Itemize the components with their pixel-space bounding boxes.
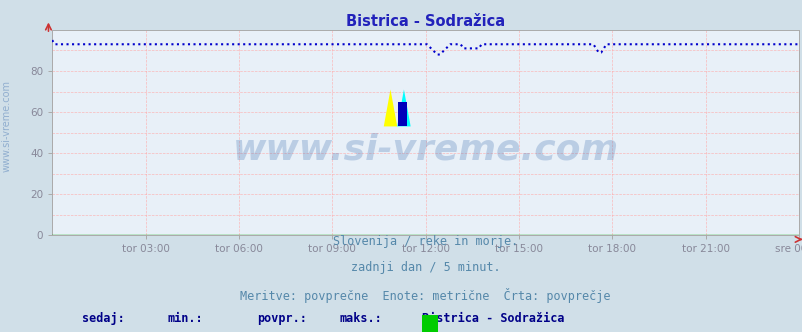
Polygon shape [397,89,410,126]
Text: min.:: min.: [168,312,204,325]
Text: www.si-vreme.com: www.si-vreme.com [2,80,11,172]
Bar [398,102,407,126]
Polygon shape [383,89,397,126]
Text: Slovenija / reke in morje.: Slovenija / reke in morje. [333,235,517,248]
Text: maks.:: maks.: [339,312,382,325]
Text: www.si-vreme.com: www.si-vreme.com [233,132,618,166]
Text: sedaj:: sedaj: [82,312,124,325]
Title: Bistrica - Sodražica: Bistrica - Sodražica [346,14,504,29]
Text: Meritve: povprečne  Enote: metrične  Črta: povprečje: Meritve: povprečne Enote: metrične Črta:… [240,288,610,302]
Bar [421,315,438,332]
Text: zadnji dan / 5 minut.: zadnji dan / 5 minut. [350,262,500,275]
Text: Bistrica - Sodražica: Bistrica - Sodražica [421,312,564,325]
Text: povpr.:: povpr.: [257,312,307,325]
